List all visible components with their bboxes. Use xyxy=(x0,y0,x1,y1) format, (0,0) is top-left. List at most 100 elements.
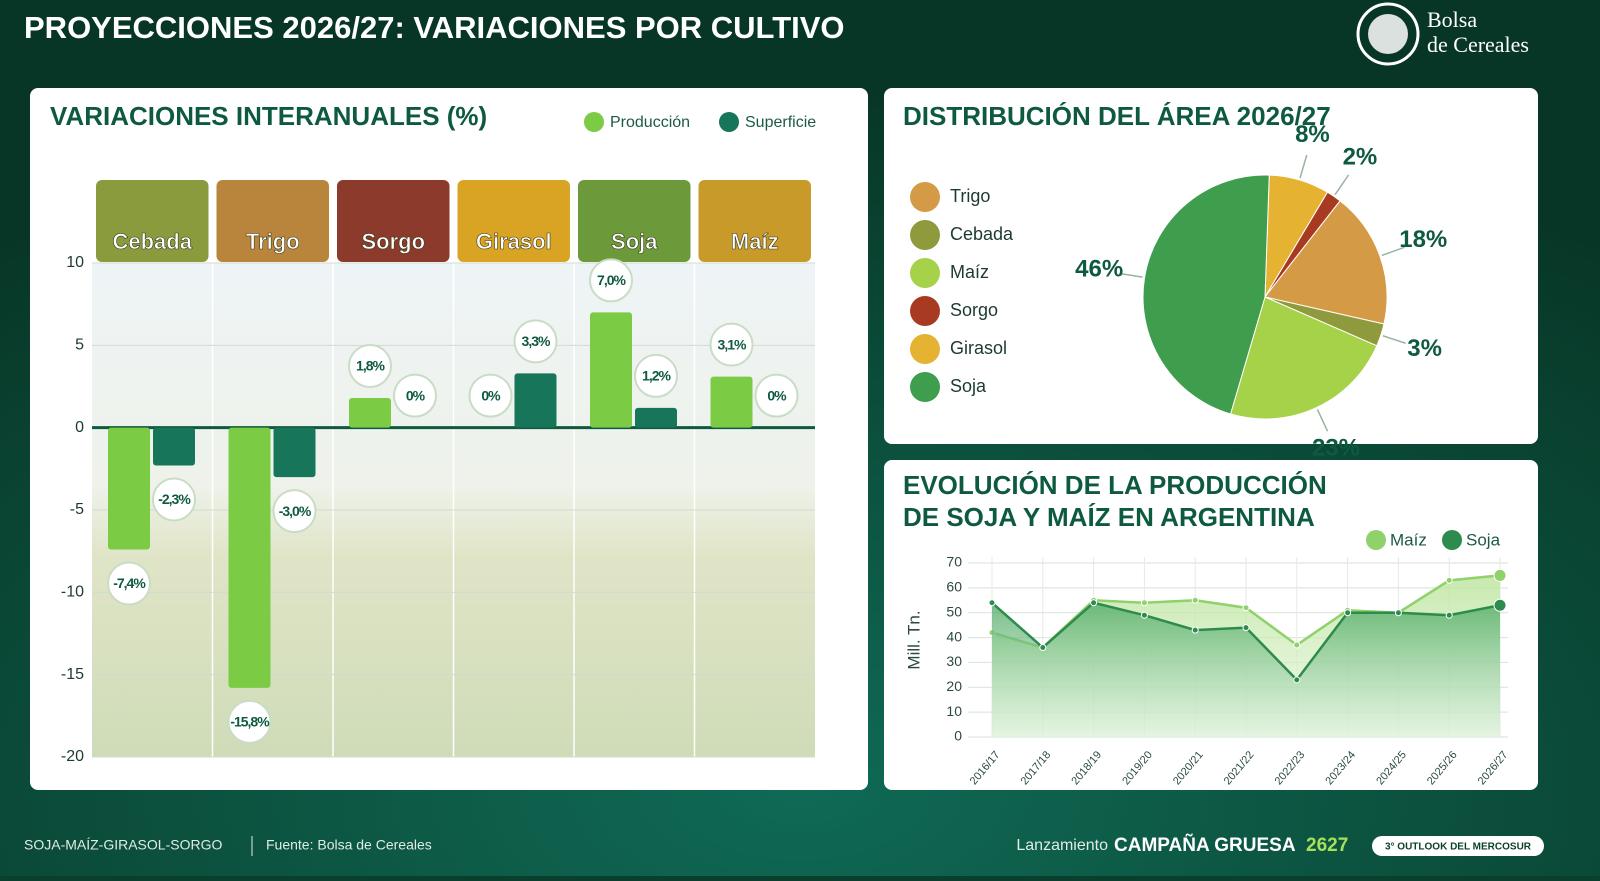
legend-label: Superficie xyxy=(745,114,816,131)
point xyxy=(1293,641,1301,649)
legend-swatch xyxy=(910,220,940,250)
bar xyxy=(273,427,316,478)
point xyxy=(1191,626,1199,634)
value-label: 3,3% xyxy=(522,333,551,349)
value-badge xyxy=(393,373,437,418)
point xyxy=(1493,598,1507,612)
footer-text: Lanzamiento xyxy=(1016,837,1108,854)
point xyxy=(1090,599,1098,607)
value-badge xyxy=(348,344,392,389)
value-badge xyxy=(107,561,151,606)
value-label: 7,0% xyxy=(597,272,626,288)
value-badge xyxy=(468,373,513,418)
crop-tile xyxy=(337,180,450,262)
page-title: PROYECCIONES 2026/27: VARIACIONES POR CU… xyxy=(24,10,845,45)
value-label: 46% xyxy=(1075,255,1123,282)
bar xyxy=(153,427,195,466)
footer-text: 2627 xyxy=(1306,835,1348,856)
value-badge xyxy=(513,319,558,364)
value-label: 18% xyxy=(1399,226,1447,253)
legend-swatch xyxy=(910,372,940,402)
legend-label: Producción xyxy=(610,114,690,131)
chart-title: DE SOJA Y MAÍZ EN ARGENTINA xyxy=(903,502,1315,532)
y-tick-label: 10 xyxy=(66,254,84,271)
value-badge xyxy=(754,373,799,418)
legend-label: Cebada xyxy=(950,224,1014,244)
leader-line xyxy=(1334,174,1350,196)
footer-text: Fuente: Bolsa de Cereales xyxy=(266,837,432,853)
point xyxy=(1242,624,1250,632)
value-badge xyxy=(634,353,678,398)
legend-swatch xyxy=(1366,530,1386,550)
badge-text: 3° OUTLOOK DEL MERCOSUR xyxy=(1385,842,1532,853)
y-tick-label: 20 xyxy=(946,678,962,694)
legend-swatch xyxy=(1442,530,1462,550)
axis-title: Mill. Tn. xyxy=(904,610,923,669)
bar xyxy=(514,373,557,428)
y-tick-label: -20 xyxy=(61,748,84,765)
crop-tile xyxy=(216,180,329,262)
pie-slice xyxy=(1264,200,1388,325)
value-label: 0% xyxy=(406,387,426,403)
legend-label: Maíz xyxy=(1390,530,1427,549)
point xyxy=(1394,609,1402,617)
logo-mark xyxy=(1356,2,1420,66)
y-tick-label: 0 xyxy=(954,728,962,744)
legend-swatch xyxy=(910,182,940,212)
value-badge xyxy=(709,322,754,367)
category-label: Girasol xyxy=(476,229,552,254)
leader-line xyxy=(1299,154,1308,179)
leader-line xyxy=(1381,246,1405,257)
value-badge xyxy=(152,477,196,522)
leader-line xyxy=(1316,409,1329,432)
value-label: -2,3% xyxy=(158,491,191,507)
chart-title: VARIACIONES INTERANUALES (%) xyxy=(50,101,487,131)
point xyxy=(1344,609,1352,617)
crop-tile xyxy=(698,180,811,262)
y-tick-label: 5 xyxy=(75,337,84,354)
area xyxy=(992,602,1500,737)
logo-text: de Cereales xyxy=(1427,32,1529,57)
legend-swatch xyxy=(910,296,940,326)
y-tick-label: -5 xyxy=(70,501,84,518)
value-badge xyxy=(589,258,633,303)
y-tick-label: 50 xyxy=(946,603,962,619)
legend-label: Girasol xyxy=(950,338,1007,358)
bar xyxy=(228,427,271,688)
value-label: 0% xyxy=(767,387,787,403)
point xyxy=(1140,599,1148,607)
point xyxy=(1140,611,1148,619)
legend-label: Sorgo xyxy=(950,300,998,320)
leader-line xyxy=(1382,335,1406,344)
chart-title: EVOLUCIÓN DE LA PRODUCCIÓN xyxy=(903,470,1327,500)
logo-text: Bolsa xyxy=(1427,7,1477,32)
crop-tile xyxy=(457,180,570,262)
legend-swatch xyxy=(584,112,604,132)
point xyxy=(1191,596,1199,604)
y-tick-label: 60 xyxy=(946,579,962,595)
value-label: 23% xyxy=(1312,435,1360,462)
legend-swatch xyxy=(719,112,739,132)
leader-line xyxy=(1118,272,1143,278)
category-label: Cebada xyxy=(113,229,193,254)
bar xyxy=(710,376,753,428)
pie-slice xyxy=(1142,174,1270,415)
value-label: -7,4% xyxy=(113,575,146,591)
pie-slice xyxy=(1229,296,1378,420)
bar xyxy=(349,398,391,428)
value-badge xyxy=(272,489,317,534)
chart-title: DISTRIBUCIÓN DEL ÁREA 2026/27 xyxy=(903,101,1331,131)
point xyxy=(988,599,996,607)
legend-label: Soja xyxy=(950,376,987,396)
legend-swatch xyxy=(910,334,940,364)
value-label: 1,8% xyxy=(356,358,385,374)
bar xyxy=(590,312,632,428)
crop-tile xyxy=(578,180,691,262)
value-label: 3% xyxy=(1407,335,1442,362)
category-label: Trigo xyxy=(246,229,300,254)
category-label: Soja xyxy=(611,229,658,254)
y-tick-label: 0 xyxy=(75,419,84,436)
footer-text: CAMPAÑA GRUESA xyxy=(1114,834,1296,856)
y-tick-label: 70 xyxy=(946,554,962,570)
